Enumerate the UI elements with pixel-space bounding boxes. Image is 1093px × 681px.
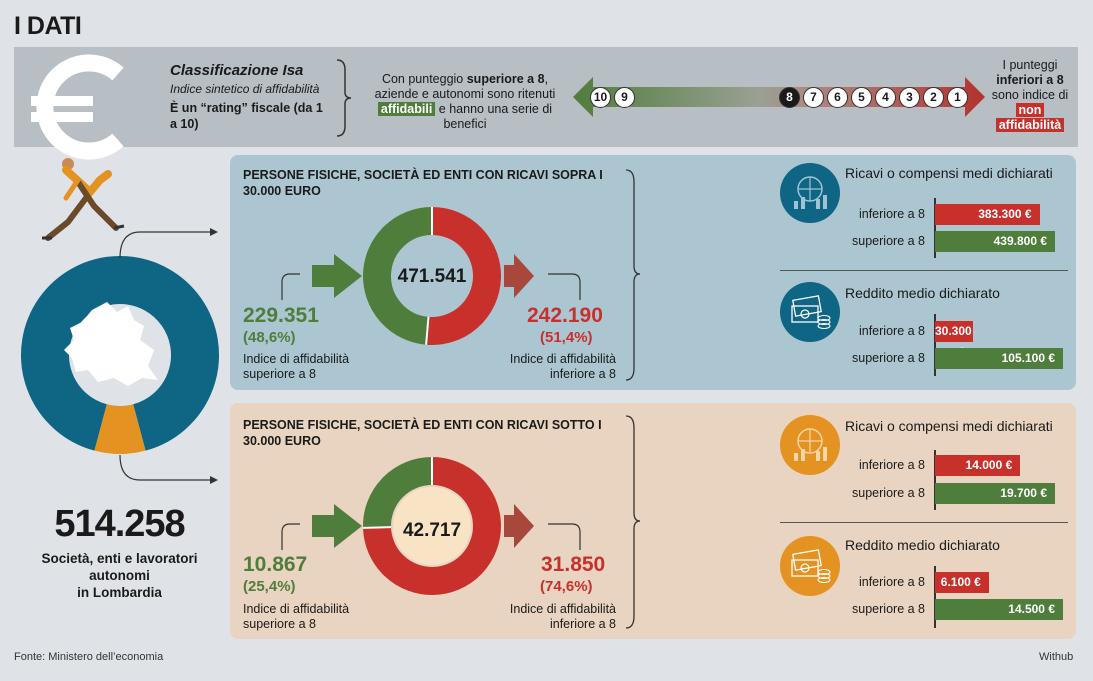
- axis: [934, 198, 936, 258]
- connector-right: [548, 523, 581, 550]
- bar-superior: 19.700 €: [935, 483, 1055, 504]
- total-label: Società, enti e lavoratori autonomi in Lom…: [41, 551, 198, 600]
- score-2: 2: [923, 87, 944, 108]
- donut-below-center: 42.717: [402, 520, 462, 541]
- bar-inferior: 6.100 €: [935, 572, 989, 593]
- bar-inferior: 14.000 €: [935, 455, 1021, 476]
- donut-separator: [362, 526, 392, 529]
- panel-title-above: PERSONE FISICHE, SOCIETÀ ED ENTI CON RIC…: [243, 168, 603, 198]
- income-icon-below: [780, 536, 840, 596]
- score-8: 8: [779, 87, 800, 108]
- affidabilita-tag: affidabilità: [995, 118, 1065, 132]
- lombardy-donut: [21, 256, 219, 454]
- above-inferior-pct: (51,4%): [540, 329, 593, 346]
- income-title-above: Reddito medio dichiarato: [845, 285, 1000, 301]
- brace-divider: [336, 59, 352, 137]
- isa-subtitle: Indice sintetico di affidabilità: [170, 82, 320, 96]
- below-superior-pct: (25,4%): [243, 578, 296, 595]
- income-below-row-sup: superiore a 8: [852, 602, 925, 616]
- bar-inferior: 30.300 €: [935, 321, 973, 359]
- revenue-above-row-sup: superiore a 8: [852, 234, 925, 248]
- inferior-description: I punteggi inferiori a 8 sono indice di …: [991, 58, 1069, 132]
- lombardy-map-icon: [64, 302, 158, 386]
- bar-superior: 14.500 €: [935, 599, 1063, 620]
- brace-above: [625, 169, 641, 381]
- income-icon-above: [780, 282, 840, 342]
- score-4: 4: [875, 87, 896, 108]
- above-inferior-label: Indice di affidabilità inferiore a 8: [509, 352, 616, 381]
- green-arrow: [312, 504, 362, 548]
- score-9: 9: [614, 87, 635, 108]
- above-superior-pct: (48,6%): [243, 329, 296, 346]
- credit-text: Withub: [1039, 651, 1074, 663]
- revenue-icon-below: [780, 415, 840, 475]
- revenue-icon-above: [780, 163, 840, 223]
- above-inferior-value: 242.190: [527, 304, 603, 327]
- page-title: I DATI: [14, 12, 82, 40]
- donut-slice-superior: [363, 457, 433, 528]
- income-title-below: Reddito medio dichiarato: [845, 537, 1000, 553]
- superior-description: Con punteggio superiore a 8, aziende e a…: [374, 72, 556, 131]
- axis: [934, 314, 936, 376]
- running-man-icon: [42, 158, 125, 241]
- divider: [780, 270, 1068, 271]
- bar-superior: 105.100 €: [935, 348, 1063, 369]
- donut-above-center: 471.541: [397, 266, 467, 287]
- donut-center: [393, 487, 471, 565]
- above-superior-value: 229.351: [243, 304, 319, 327]
- donut-slice-superior: [363, 207, 433, 345]
- below-inferior-value: 31.850: [541, 553, 606, 576]
- axis: [934, 566, 936, 628]
- score-7: 7: [803, 87, 824, 108]
- bar-superior: 439.800 €: [935, 231, 1055, 252]
- connector-right: [548, 273, 581, 300]
- below-inferior-pct: (74,6%): [540, 578, 593, 595]
- below-superior-label: Indice di affidabilità superiore a 8: [243, 602, 350, 631]
- score-1: 1: [947, 87, 968, 108]
- donut-above: [281, 207, 581, 345]
- above-superior-label: Indice di affidabilità superiore a 8: [243, 352, 350, 381]
- bar-inferior: 383.300 €: [935, 204, 1040, 225]
- revenue-title-below: Ricavi o compensi medi dichiarati: [845, 418, 1053, 434]
- green-arrow: [312, 254, 362, 298]
- score-3: 3: [899, 87, 920, 108]
- source-text: Fonte: Ministero dell’economia: [14, 651, 164, 663]
- non-tag: non: [1015, 103, 1045, 117]
- score-5: 5: [851, 87, 872, 108]
- donut-slice-inferior: [426, 207, 501, 345]
- donut-below: [281, 457, 581, 595]
- donut-slice-inferior: [363, 457, 501, 595]
- below-inferior-label: Indice di affidabilità inferiore a 8: [509, 602, 616, 631]
- brace-below: [625, 415, 641, 629]
- donut-slice-above: [21, 256, 219, 451]
- isa-rating: È un “rating” fiscale (da 1 a 10): [170, 101, 323, 131]
- donut-center: [393, 237, 471, 315]
- connector-left: [281, 273, 300, 300]
- below-superior-value: 10.867: [243, 553, 308, 576]
- divider: [780, 522, 1068, 523]
- donut-separator: [425, 316, 430, 345]
- revenue-title-above: Ricavi o compensi medi dichiarati: [845, 165, 1053, 181]
- score-10: 10: [590, 87, 611, 108]
- connector-lines: [119, 228, 218, 484]
- panel-title-below: PERSONE FISICHE, SOCIETÀ ED ENTI CON RIC…: [243, 418, 602, 448]
- revenue-above-row-inf: inferiore a 8: [858, 207, 925, 221]
- connector-left: [281, 523, 300, 550]
- income-above-row-sup: superiore a 8: [852, 351, 925, 365]
- red-arrow: [504, 504, 534, 548]
- score-6: 6: [827, 87, 848, 108]
- red-arrow: [504, 254, 534, 298]
- income-above-row-inf: inferiore a 8: [858, 324, 925, 338]
- revenue-below-row-inf: inferiore a 8: [858, 458, 925, 472]
- total-count: 514.258: [54, 503, 185, 545]
- income-below-row-inf: inferiore a 8: [858, 575, 925, 589]
- euro-icon: [31, 54, 124, 160]
- donut-slice-below: [94, 404, 146, 454]
- revenue-below-row-sup: superiore a 8: [852, 486, 925, 500]
- affidabili-tag: affidabili: [377, 102, 436, 116]
- axis: [934, 450, 936, 510]
- isa-title: Classificazione Isa: [170, 62, 304, 79]
